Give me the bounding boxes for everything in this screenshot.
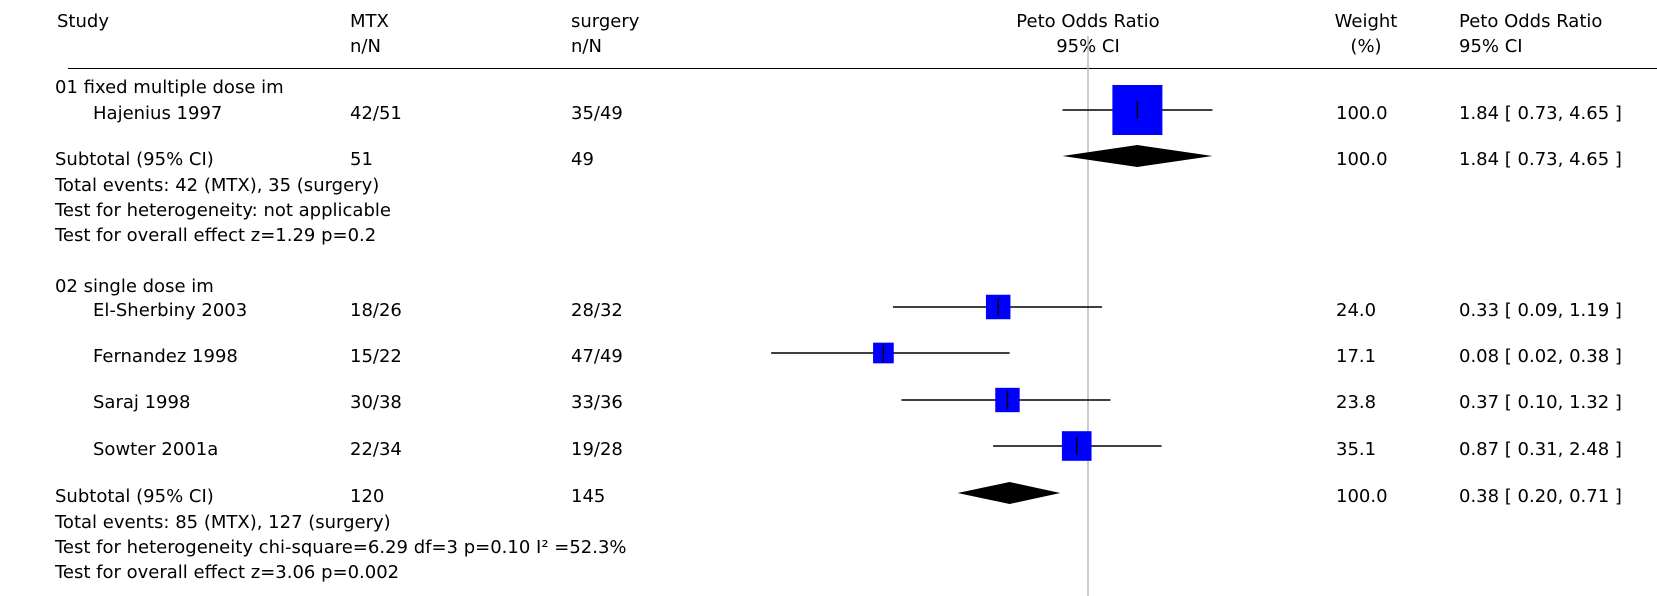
study-weight: 17.1 <box>1336 346 1377 367</box>
subtotal-label: Subtotal (95% CI) <box>55 149 214 170</box>
study-name: Fernandez 1998 <box>93 346 238 367</box>
subtotal-weight: 100.0 <box>1336 486 1388 507</box>
study-control: 47/49 <box>571 346 623 367</box>
header-treatment-sub: n/N <box>350 36 381 57</box>
subtotal-control: 49 <box>571 149 594 170</box>
subtotal-diamond <box>957 482 1061 504</box>
note-heterogeneity: Test for heterogeneity chi-square=6.29 d… <box>55 537 627 558</box>
study-ci-text: 0.33 [ 0.09, 1.19 ] <box>1459 300 1622 321</box>
study-ci-text: 1.84 [ 0.73, 4.65 ] <box>1459 103 1622 124</box>
subtotal-weight: 100.0 <box>1336 149 1388 170</box>
header-effect-sub: 95% CI <box>1459 36 1523 57</box>
study-name: Sowter 2001a <box>93 439 219 460</box>
study-treatment: 22/34 <box>350 439 402 460</box>
header-control: surgery <box>571 11 640 32</box>
subtotal-treatment: 51 <box>350 149 373 170</box>
study-ci-text: 0.37 [ 0.10, 1.32 ] <box>1459 392 1622 413</box>
study-ci-text: 0.08 [ 0.02, 0.38 ] <box>1459 346 1622 367</box>
study-weight: 35.1 <box>1336 439 1377 460</box>
header-effect: Peto Odds Ratio <box>1459 11 1603 32</box>
header-plot-title: Peto Odds Ratio <box>1016 11 1160 32</box>
study-treatment: 30/38 <box>350 392 402 413</box>
subtotal-treatment: 120 <box>350 486 385 507</box>
study-control: 28/32 <box>571 300 623 321</box>
study-treatment: 18/26 <box>350 300 402 321</box>
study-weight: 24.0 <box>1336 300 1377 321</box>
study-name: Hajenius 1997 <box>93 103 223 124</box>
header-treatment: MTX <box>350 11 389 32</box>
note-overall-effect: Test for overall effect z=1.29 p=0.2 <box>55 225 377 246</box>
note-overall-effect: Test for overall effect z=3.06 p=0.002 <box>55 562 400 583</box>
header-divider <box>68 68 1657 69</box>
study-ci-text: 0.87 [ 0.31, 2.48 ] <box>1459 439 1622 460</box>
group-title: 01 fixed multiple dose im <box>55 77 284 98</box>
subtotal-ci-text: 0.38 [ 0.20, 0.71 ] <box>1459 486 1622 507</box>
note-heterogeneity: Test for heterogeneity: not applicable <box>55 200 391 221</box>
note-total-events: Total events: 42 (MTX), 35 (surgery) <box>55 175 380 196</box>
header-weight: Weight <box>1334 11 1398 32</box>
study-name: El-Sherbiny 2003 <box>93 300 248 321</box>
study-weight: 100.0 <box>1336 103 1388 124</box>
study-treatment: 15/22 <box>350 346 402 367</box>
study-control: 19/28 <box>571 439 623 460</box>
subtotal-control: 145 <box>571 486 606 507</box>
study-control: 33/36 <box>571 392 623 413</box>
header-weight-sub: (%) <box>1350 36 1382 57</box>
study-name: Saraj 1998 <box>93 392 191 413</box>
group-title: 02 single dose im <box>55 276 214 297</box>
note-total-events: Total events: 85 (MTX), 127 (surgery) <box>55 512 391 533</box>
header-control-sub: n/N <box>571 36 602 57</box>
header-study: Study <box>57 11 109 32</box>
subtotal-ci-text: 1.84 [ 0.73, 4.65 ] <box>1459 149 1622 170</box>
study-control: 35/49 <box>571 103 623 124</box>
subtotal-label: Subtotal (95% CI) <box>55 486 214 507</box>
study-treatment: 42/51 <box>350 103 402 124</box>
study-weight: 23.8 <box>1336 392 1377 413</box>
subtotal-diamond <box>1062 145 1213 167</box>
